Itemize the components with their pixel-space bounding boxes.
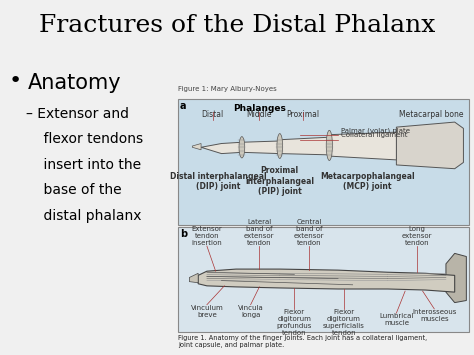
- Ellipse shape: [326, 130, 332, 160]
- Text: Fractures of the Distal Phalanx: Fractures of the Distal Phalanx: [39, 14, 435, 37]
- Text: Interosseous
muscles: Interosseous muscles: [412, 309, 456, 322]
- Polygon shape: [190, 273, 198, 283]
- Text: distal phalanx: distal phalanx: [26, 209, 142, 223]
- Polygon shape: [198, 269, 455, 292]
- Text: Phalanges: Phalanges: [233, 104, 286, 113]
- Polygon shape: [396, 122, 464, 169]
- Text: Lumbrical
muscle: Lumbrical muscle: [379, 313, 414, 326]
- Bar: [178, 99, 469, 225]
- Text: Anatomy: Anatomy: [27, 73, 121, 93]
- Text: base of the: base of the: [26, 183, 122, 197]
- Text: a: a: [180, 101, 186, 111]
- Text: Palmar (volar) plate: Palmar (volar) plate: [341, 127, 410, 133]
- Polygon shape: [242, 141, 280, 154]
- Text: Figure 1: Mary Albury-Noyes: Figure 1: Mary Albury-Noyes: [178, 86, 276, 92]
- Text: Flexor
digitorum
superficialis
tendon: Flexor digitorum superficialis tendon: [323, 309, 365, 336]
- Polygon shape: [280, 137, 329, 155]
- Polygon shape: [192, 143, 201, 150]
- Polygon shape: [201, 142, 242, 154]
- Text: Distal: Distal: [201, 110, 224, 119]
- Text: Extensor
tendon
insertion: Extensor tendon insertion: [191, 226, 222, 246]
- Text: Flexor
digitorum
profundus
tendon: Flexor digitorum profundus tendon: [277, 309, 312, 336]
- Text: insert into the: insert into the: [26, 158, 141, 171]
- Polygon shape: [329, 132, 396, 160]
- Text: b: b: [180, 229, 187, 239]
- Ellipse shape: [277, 133, 283, 158]
- Text: – Extensor and: – Extensor and: [26, 106, 129, 120]
- Text: Metacarpal bone: Metacarpal bone: [399, 110, 464, 119]
- Ellipse shape: [239, 137, 245, 158]
- Text: Vinculum
breve: Vinculum breve: [191, 305, 223, 318]
- Text: •: •: [9, 71, 22, 91]
- Text: Lateral
band of
extensor
tendon: Lateral band of extensor tendon: [244, 219, 274, 246]
- Text: flexor tendons: flexor tendons: [26, 132, 143, 146]
- Text: Proximal
interphalangeal
(PIP) joint: Proximal interphalangeal (PIP) joint: [245, 166, 314, 196]
- Text: Figure 1. Anatomy of the finger joints. Each joint has a collateral ligament,
jo: Figure 1. Anatomy of the finger joints. …: [178, 335, 427, 349]
- Text: Middle: Middle: [246, 110, 272, 119]
- Text: Collateral ligament: Collateral ligament: [341, 132, 408, 138]
- Polygon shape: [446, 253, 466, 302]
- Text: Vincula
longa: Vincula longa: [238, 305, 264, 318]
- Bar: [178, 227, 469, 332]
- Text: Proximal: Proximal: [287, 110, 319, 119]
- Text: Long
extensor
tendon: Long extensor tendon: [401, 226, 432, 246]
- Text: Metacarpophalangeal
(MCP) joint: Metacarpophalangeal (MCP) joint: [320, 171, 415, 191]
- Text: Distal interphalangeal
(DIP) joint: Distal interphalangeal (DIP) joint: [170, 171, 267, 191]
- Text: Central
band of
extensor
tendon: Central band of extensor tendon: [294, 219, 324, 246]
